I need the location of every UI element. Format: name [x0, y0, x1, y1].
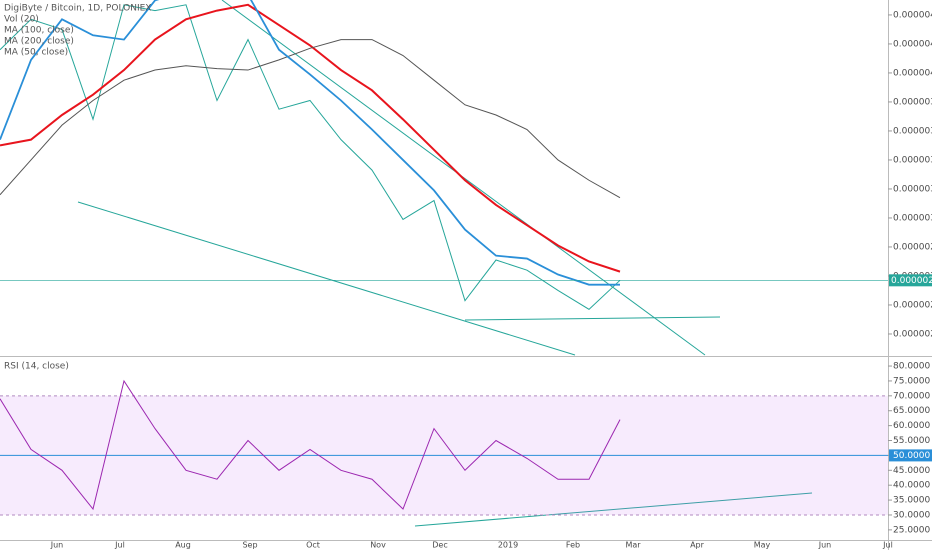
trend-line [464, 316, 721, 321]
y-tick-label: 80.0000 [893, 362, 930, 372]
trend-line [77, 201, 576, 356]
y-tick-label: 0.00000450 [893, 10, 932, 20]
tick-highlight [889, 449, 932, 462]
x-tick-label: Feb [566, 541, 580, 550]
series-line [0, 3, 621, 273]
y-tick-label: 0.00000370 [893, 126, 932, 136]
trend-line [414, 492, 813, 527]
y-tick-label: 75.0000 [893, 376, 930, 386]
series-group [0, 0, 621, 310]
y-tick-label: 0.00000230 [893, 329, 932, 339]
x-tick-label: Jul [882, 541, 893, 550]
x-tick-label: Jun [818, 541, 832, 550]
y-tick-label: 40.0000 [893, 481, 930, 491]
series-line [0, 39, 621, 199]
y-tick-label: 55.0000 [893, 436, 930, 446]
series-line [0, 379, 621, 511]
last-price-label: 0.00000267 [891, 276, 932, 286]
legend-entry: MA (50, close) [4, 48, 68, 58]
y-tick-label: 0.00000310 [893, 213, 932, 223]
y-tick-label: 0.00000390 [893, 97, 932, 107]
y-tick-label: 25.0000 [893, 525, 930, 535]
x-tick-label: Apr [690, 541, 705, 550]
x-tick-label: Jul [114, 541, 125, 550]
series-line [0, 4, 621, 310]
y-tick-label: 0.00000350 [893, 155, 932, 165]
y-tick-label: 50.0000 [893, 451, 930, 461]
series-group [0, 379, 621, 511]
legend-entry: DigiByte / Bitcoin, 1D, POLONIEX [4, 4, 151, 14]
legend-entry: RSI (14, close) [4, 362, 69, 372]
y-tick-label: 0.00000410 [893, 68, 932, 78]
legend-entry: Vol (20) [4, 15, 39, 25]
legend-entry: MA (100, close) [4, 26, 74, 36]
x-tick-label: May [754, 541, 771, 550]
series-line [0, 0, 620, 286]
legend-entry: MA (200, close) [4, 37, 74, 47]
y-tick-label: 70.0000 [893, 391, 930, 401]
y-tick-label: 0.00000290 [893, 242, 932, 252]
x-tick-label: Sep [242, 541, 257, 550]
y-tick-label: 45.0000 [893, 466, 930, 476]
x-tick-label: Dec [432, 541, 447, 550]
y-tick-label: 0.00000430 [893, 39, 932, 49]
x-tick-label: Nov [370, 541, 386, 550]
x-tick-label: Oct [306, 541, 320, 550]
y-tick-label: 60.0000 [893, 421, 930, 431]
y-tick-label: 65.0000 [893, 406, 930, 416]
x-tick-label: Mar [625, 541, 641, 550]
x-tick-label: 2019 [498, 541, 518, 550]
y-tick-label: 0.00000250 [893, 300, 932, 310]
x-tick-label: Jun [50, 541, 64, 550]
y-tick-label: 0.00000330 [893, 184, 932, 194]
y-tick-label: 30.0000 [893, 510, 930, 520]
last-price-box [889, 274, 932, 287]
x-tick-label: Aug [175, 541, 191, 550]
y-tick-label: 35.0000 [893, 496, 930, 506]
